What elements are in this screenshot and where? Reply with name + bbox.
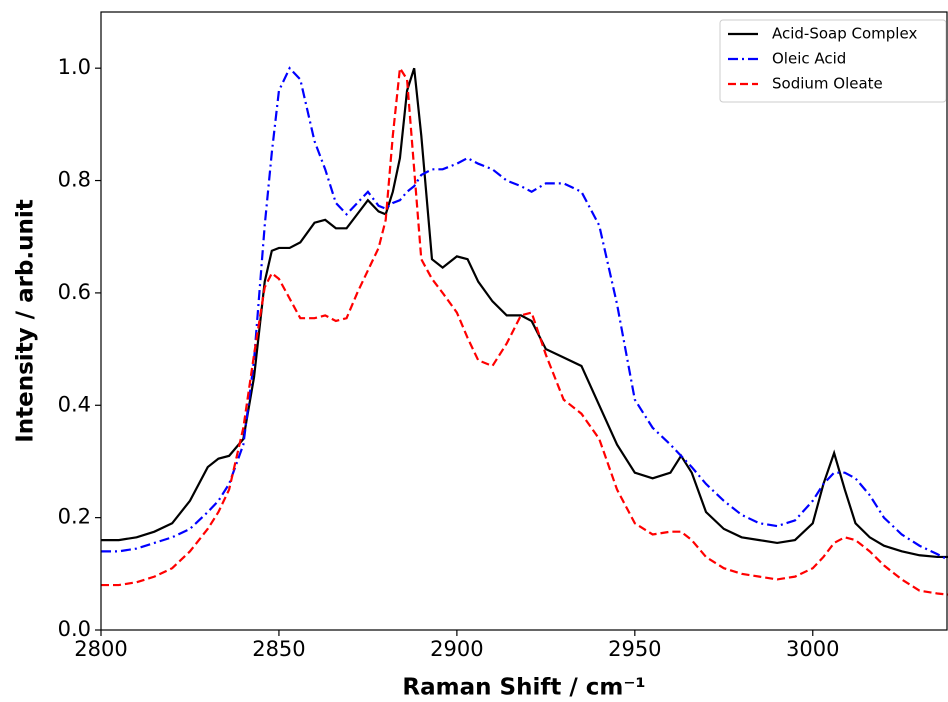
x-tick-label: 2800 bbox=[74, 637, 127, 661]
y-tick-label: 0.0 bbox=[58, 617, 91, 641]
legend-box bbox=[719, 19, 947, 103]
series-line bbox=[101, 64, 948, 596]
x-tick-label: 3000 bbox=[786, 637, 839, 661]
series-line bbox=[101, 66, 948, 561]
y-tick-label: 0.4 bbox=[58, 392, 91, 416]
legend-label: Sodium Oleate bbox=[772, 75, 883, 93]
y-tick-label: 1.0 bbox=[58, 55, 91, 79]
legend-label: Acid-Soap Complex bbox=[772, 25, 917, 43]
y-tick-label: 0.6 bbox=[58, 280, 91, 304]
x-tick-label: 2950 bbox=[608, 637, 661, 661]
y-tick-label: 0.2 bbox=[58, 505, 91, 529]
x-axis-label: Raman Shift / cm⁻¹ bbox=[402, 675, 645, 701]
y-axis-label: Intensity / arb.unit bbox=[13, 199, 39, 443]
x-tick-label: 2900 bbox=[430, 637, 483, 661]
legend-label: Oleic Acid bbox=[772, 50, 846, 68]
x-tick-label: 2850 bbox=[252, 637, 305, 661]
y-tick-label: 0.8 bbox=[58, 168, 91, 192]
plot-frame bbox=[100, 11, 948, 631]
series-line bbox=[101, 67, 948, 559]
